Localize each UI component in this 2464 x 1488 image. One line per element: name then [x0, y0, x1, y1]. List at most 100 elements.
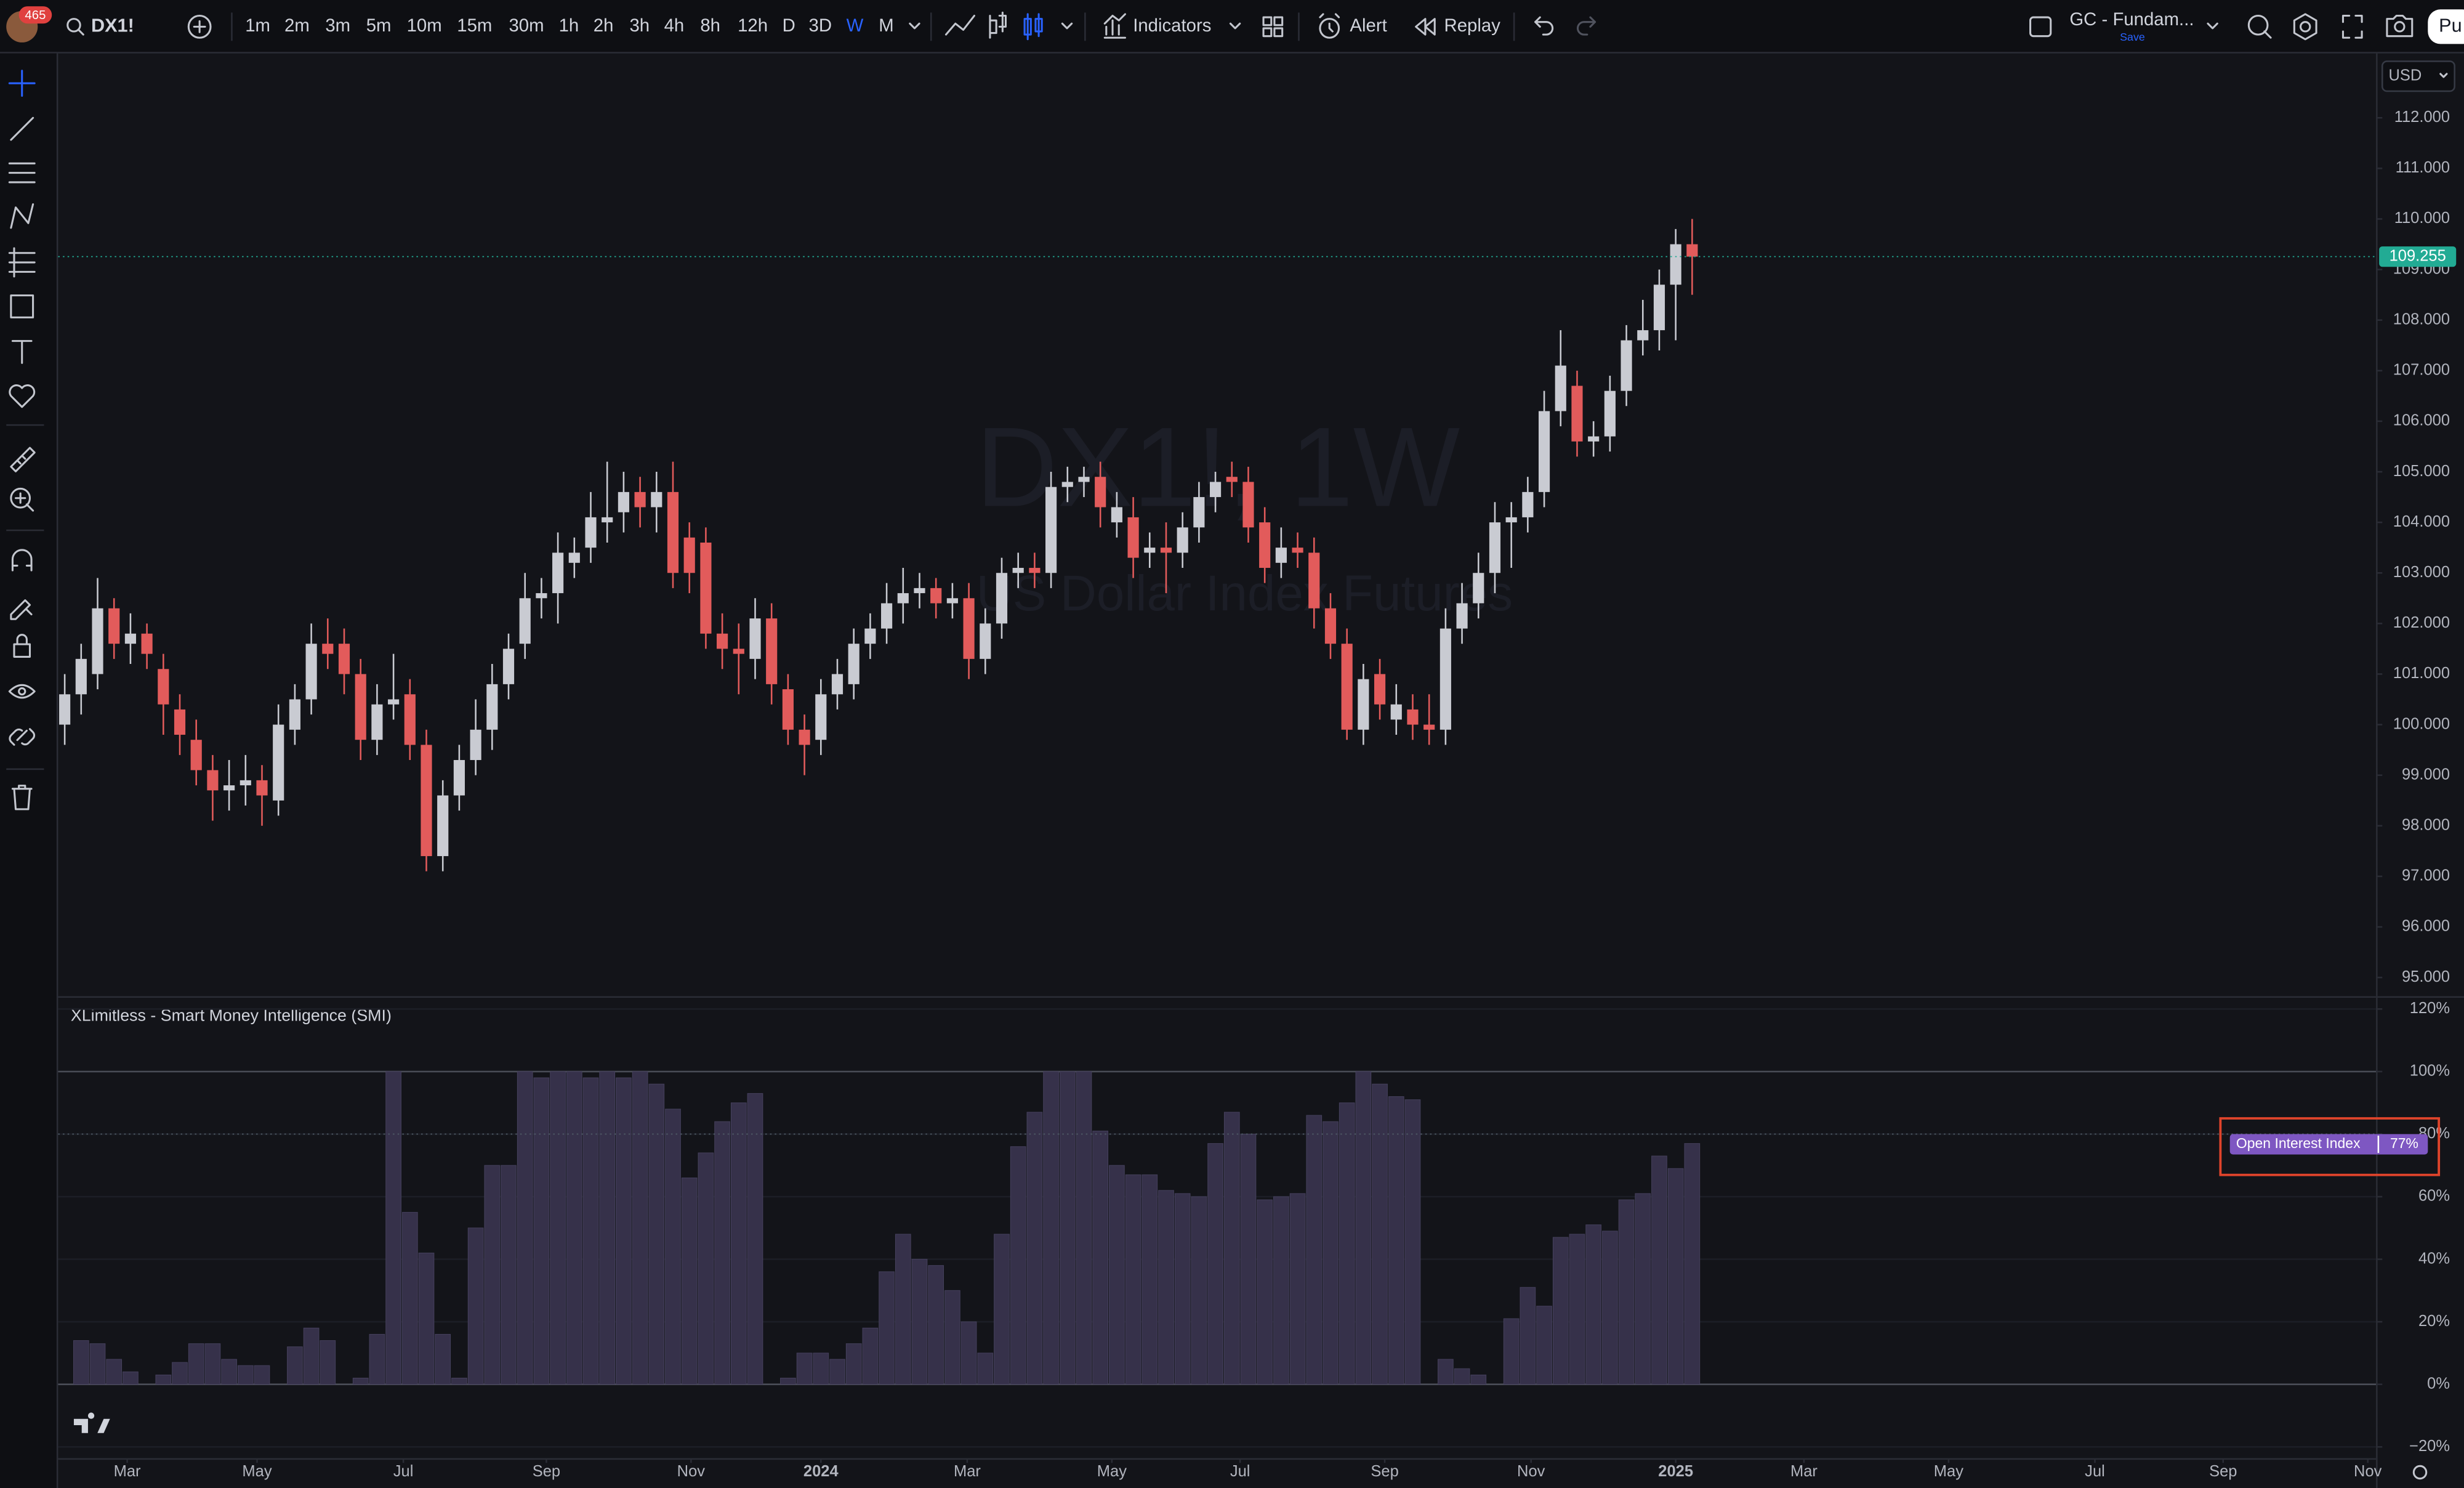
add-symbol[interactable]: [187, 14, 212, 39]
histogram-bar: [1404, 1099, 1421, 1385]
x-tick-label: May: [1934, 1463, 1963, 1480]
zoom-tool[interactable]: [10, 487, 31, 509]
publish-label[interactable]: Pu: [2439, 15, 2462, 36]
histogram-bar: [106, 1359, 123, 1385]
histogram-bar: [1076, 1071, 1092, 1385]
symbol[interactable]: DX1!: [91, 15, 134, 36]
candle-body: [930, 588, 942, 604]
last-price-label: 109.255: [2390, 247, 2446, 264]
histogram-bar: [879, 1271, 895, 1385]
sync-tool[interactable]: [9, 728, 35, 746]
save-status[interactable]: Save: [2120, 31, 2145, 43]
interval-button[interactable]: 4h: [664, 15, 685, 36]
layout-menu[interactable]: [2207, 22, 2218, 30]
histogram-bar: [533, 1077, 550, 1385]
candle-body: [338, 644, 350, 674]
candle-body: [864, 628, 876, 644]
histogram-bar: [1158, 1190, 1174, 1385]
chart-type-candles[interactable]: [1023, 13, 1043, 41]
interval-button[interactable]: D: [783, 15, 795, 36]
interval-button[interactable]: 2m: [284, 15, 310, 36]
magnet-tool[interactable]: [11, 549, 33, 572]
candle-body: [1473, 573, 1484, 604]
interval-button[interactable]: 5m: [366, 15, 392, 36]
interval-menu[interactable]: [909, 22, 920, 30]
shape-tool[interactable]: [10, 294, 34, 318]
chart-type-line[interactable]: [944, 14, 975, 36]
favorites-tool[interactable]: [9, 384, 36, 408]
layout-name[interactable]: GC - Fundam...: [2069, 9, 2194, 30]
add-symbol-plus: [193, 20, 206, 33]
interval-button[interactable]: 8h: [700, 15, 720, 36]
chart-type-menu[interactable]: [1061, 22, 1073, 30]
redo[interactable]: [1577, 16, 1596, 36]
candle-body: [552, 552, 564, 594]
histogram-bar: [714, 1121, 730, 1385]
screenshot[interactable]: [2386, 14, 2414, 38]
candle-body: [1259, 522, 1271, 568]
interval-button[interactable]: 12h: [738, 15, 768, 36]
histogram-bar: [1059, 1071, 1076, 1385]
undo[interactable]: [1534, 16, 1554, 36]
interval-button[interactable]: 3m: [325, 15, 350, 36]
replay-button[interactable]: Replay: [1444, 15, 1501, 36]
interval-button[interactable]: 15m: [457, 15, 492, 36]
indicators-menu[interactable]: [1229, 22, 1241, 30]
ruler-tool[interactable]: [10, 447, 36, 472]
layouts-icon[interactable]: [1262, 16, 1284, 38]
candle-body: [1489, 522, 1501, 573]
interval-button[interactable]: 10m: [407, 15, 442, 36]
search-icon[interactable]: [66, 18, 81, 33]
currency[interactable]: USD: [2388, 67, 2422, 84]
publish-button[interactable]: [2428, 9, 2464, 44]
chart-type-bars[interactable]: [989, 11, 1007, 39]
interval-button[interactable]: W: [847, 15, 864, 36]
interval-button[interactable]: M: [879, 15, 893, 36]
candle-body: [815, 694, 827, 740]
interval-button[interactable]: 3h: [629, 15, 650, 36]
interval-button[interactable]: 30m: [509, 15, 544, 36]
histogram-bar: [320, 1340, 336, 1385]
text-tool[interactable]: [11, 340, 33, 364]
lock-drawing-tool[interactable]: [10, 599, 33, 620]
histogram-bar: [616, 1077, 632, 1385]
histogram-bar: [517, 1071, 533, 1385]
candle-body: [782, 689, 794, 730]
histogram-bar: [665, 1109, 681, 1385]
currency-select[interactable]: [2381, 60, 2455, 92]
interval-button[interactable]: 3D: [809, 15, 832, 36]
screenshot: [2394, 21, 2406, 33]
quick-search[interactable]: [2247, 14, 2269, 36]
forecast-tool[interactable]: [8, 247, 36, 278]
pattern-tool[interactable]: [10, 203, 34, 229]
delete-tool[interactable]: [11, 785, 33, 811]
histogram-bar: [1339, 1102, 1355, 1385]
lock-tool[interactable]: [13, 643, 31, 658]
visibility-tool[interactable]: [8, 684, 36, 699]
settings[interactable]: [2300, 21, 2311, 33]
trend-line-tool[interactable]: [10, 116, 34, 141]
histogram-bar: [960, 1321, 977, 1385]
crosshair-tool[interactable]: [8, 70, 36, 97]
settings: [2293, 13, 2317, 41]
fullscreen[interactable]: [2341, 14, 2363, 39]
candle-body: [289, 699, 300, 730]
histogram-bar: [501, 1165, 517, 1385]
interval-button[interactable]: 2h: [594, 15, 614, 36]
histogram-bar: [221, 1359, 237, 1385]
histogram-bar: [1092, 1130, 1109, 1385]
histogram-bar: [1372, 1083, 1388, 1385]
alert-button[interactable]: Alert: [1350, 15, 1387, 36]
histogram-bar: [401, 1211, 418, 1385]
interval-button[interactable]: 1h: [559, 15, 579, 36]
histogram-bar: [1569, 1234, 1585, 1385]
x-tick-label: Mar: [954, 1463, 981, 1480]
indicators-button[interactable]: Indicators: [1133, 15, 1211, 36]
interval-button[interactable]: 1m: [245, 15, 270, 36]
tradingview-logo[interactable]: [73, 1412, 110, 1433]
candle-body: [1604, 390, 1616, 437]
x-tick-label: May: [242, 1463, 272, 1480]
time-axis-settings[interactable]: [2412, 1465, 2428, 1480]
histogram-bar: [1306, 1115, 1323, 1385]
fib-tool[interactable]: [8, 162, 36, 184]
